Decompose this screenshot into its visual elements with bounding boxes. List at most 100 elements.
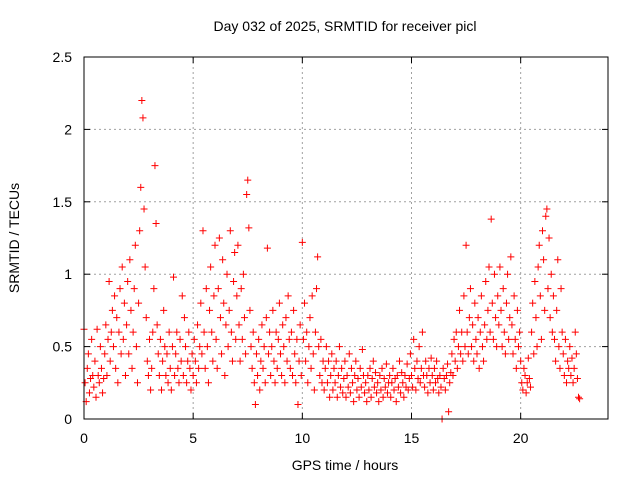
data-point bbox=[418, 328, 426, 336]
data-point bbox=[480, 357, 488, 365]
data-point bbox=[516, 328, 524, 336]
data-point bbox=[187, 386, 195, 394]
data-point bbox=[278, 372, 286, 380]
data-point bbox=[496, 263, 504, 271]
data-point bbox=[388, 379, 396, 387]
data-point bbox=[377, 386, 385, 394]
data-point bbox=[566, 343, 574, 351]
data-point bbox=[555, 343, 563, 351]
data-point bbox=[304, 379, 312, 387]
data-point bbox=[470, 357, 478, 365]
y-tick-label: 0.5 bbox=[53, 339, 73, 355]
data-point bbox=[329, 386, 337, 394]
data-point bbox=[459, 357, 467, 365]
data-point bbox=[352, 357, 360, 365]
data-point bbox=[474, 314, 482, 322]
data-point bbox=[498, 343, 506, 351]
data-point bbox=[548, 328, 556, 336]
data-point bbox=[94, 372, 102, 380]
data-point bbox=[571, 328, 579, 336]
data-point bbox=[345, 350, 353, 358]
data-point bbox=[510, 292, 518, 300]
data-point bbox=[249, 328, 257, 336]
data-point bbox=[536, 292, 544, 300]
data-point bbox=[400, 393, 408, 401]
data-point bbox=[381, 383, 389, 391]
data-point bbox=[147, 386, 155, 394]
data-point bbox=[374, 379, 382, 387]
data-point bbox=[449, 372, 457, 380]
data-point bbox=[226, 227, 234, 235]
data-point bbox=[513, 306, 521, 314]
data-point bbox=[139, 114, 147, 122]
data-point bbox=[263, 244, 271, 252]
data-point bbox=[421, 383, 429, 391]
data-point bbox=[453, 364, 461, 372]
data-point bbox=[90, 383, 98, 391]
data-point bbox=[192, 379, 200, 387]
data-point bbox=[242, 350, 250, 358]
data-point bbox=[165, 328, 173, 336]
data-point bbox=[315, 343, 323, 351]
data-point bbox=[500, 328, 508, 336]
x-tick-label: 10 bbox=[295, 430, 311, 446]
data-point bbox=[454, 343, 462, 351]
data-point bbox=[354, 374, 362, 382]
data-point bbox=[406, 350, 414, 358]
data-point bbox=[108, 306, 116, 314]
data-point bbox=[507, 253, 515, 261]
data-point bbox=[344, 383, 352, 391]
data-point bbox=[357, 383, 365, 391]
data-point bbox=[375, 398, 383, 406]
data-point bbox=[299, 335, 307, 343]
data-point bbox=[444, 360, 452, 368]
data-point bbox=[551, 335, 559, 343]
data-point bbox=[462, 241, 470, 249]
data-point bbox=[83, 364, 91, 372]
data-point bbox=[182, 343, 190, 351]
data-point bbox=[540, 256, 548, 264]
data-point bbox=[104, 335, 112, 343]
data-point bbox=[101, 350, 109, 358]
data-point bbox=[520, 364, 528, 372]
data-point bbox=[387, 393, 395, 401]
data-point bbox=[257, 357, 265, 365]
data-point bbox=[364, 372, 372, 380]
data-point bbox=[428, 372, 436, 380]
data-point bbox=[378, 364, 386, 372]
data-point bbox=[404, 386, 412, 394]
data-point bbox=[255, 335, 263, 343]
data-point bbox=[325, 357, 333, 365]
data-point bbox=[194, 321, 202, 329]
data-point bbox=[504, 270, 512, 278]
data-point bbox=[107, 328, 115, 336]
data-point bbox=[158, 386, 166, 394]
data-point bbox=[115, 328, 123, 336]
plot-frame bbox=[83, 56, 609, 420]
data-point bbox=[466, 285, 474, 293]
data-point bbox=[230, 277, 238, 285]
data-point bbox=[106, 357, 114, 365]
data-point bbox=[576, 395, 584, 403]
data-point bbox=[146, 335, 153, 343]
data-point bbox=[173, 328, 181, 336]
data-point bbox=[393, 372, 401, 380]
data-point bbox=[235, 321, 243, 329]
data-point bbox=[88, 335, 96, 343]
x-tick-label: 0 bbox=[80, 430, 88, 446]
data-point bbox=[93, 325, 101, 333]
data-point bbox=[457, 350, 465, 358]
data-point bbox=[186, 364, 194, 372]
data-point bbox=[355, 393, 363, 401]
data-point bbox=[575, 393, 583, 401]
data-point bbox=[291, 350, 299, 358]
data-point bbox=[225, 306, 233, 314]
data-point bbox=[314, 253, 322, 261]
data-point bbox=[559, 350, 567, 358]
data-point bbox=[356, 364, 364, 372]
y-tick-label: 0 bbox=[64, 411, 72, 427]
data-point bbox=[246, 306, 254, 314]
data-point bbox=[164, 379, 172, 387]
data-point bbox=[273, 364, 281, 372]
